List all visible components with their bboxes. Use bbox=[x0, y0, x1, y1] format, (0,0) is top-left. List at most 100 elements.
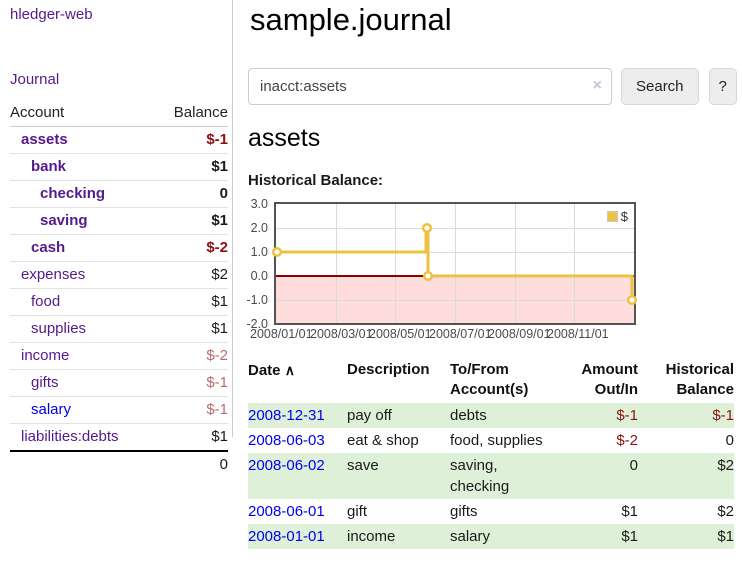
transaction-accounts: salary bbox=[450, 528, 491, 545]
chart-plot-area: $ bbox=[271, 204, 638, 323]
transaction-balance: $2 bbox=[717, 457, 734, 474]
account-link-saving[interactable]: saving bbox=[40, 212, 88, 229]
account-link-liabilities-debts[interactable]: liabilities:debts bbox=[21, 428, 119, 445]
transaction-accounts: food, supplies bbox=[450, 432, 543, 449]
transaction-amount: $-2 bbox=[616, 432, 638, 449]
date-column-header[interactable]: Date ∧ bbox=[248, 357, 347, 403]
account-link-salary[interactable]: salary bbox=[31, 401, 72, 418]
legend-series-label: $ bbox=[620, 209, 628, 224]
account-link-assets[interactable]: assets bbox=[21, 131, 68, 148]
transaction-description: eat & shop bbox=[347, 432, 419, 449]
amount-column-header: Amount Out/In bbox=[581, 361, 638, 398]
account-row-gifts: gifts $-1 bbox=[10, 370, 228, 397]
account-link-gifts[interactable]: gifts bbox=[31, 374, 59, 391]
transaction-date-link[interactable]: 2008-06-01 bbox=[248, 503, 325, 520]
account-balance: $-2 bbox=[206, 347, 228, 364]
balance-series-line bbox=[271, 222, 638, 306]
transaction-description: pay off bbox=[347, 407, 392, 424]
transaction-description: gift bbox=[347, 503, 368, 520]
date-header-label: Date bbox=[248, 362, 281, 379]
account-link-bank[interactable]: bank bbox=[31, 158, 67, 175]
account-link-checking[interactable]: checking bbox=[40, 185, 106, 202]
balance-chart[interactable]: $ bbox=[271, 202, 638, 325]
x-tick-label: 2008/05/01 bbox=[369, 327, 432, 341]
register-row[interactable]: 2008-01-01 income salary $1 $1 bbox=[248, 524, 734, 549]
accounts-table: Account Balance assets $-1 bank $1 check… bbox=[10, 102, 228, 478]
account-balance: $1 bbox=[211, 320, 228, 337]
y-tick-label: 1.0 bbox=[250, 245, 268, 259]
transaction-date-link[interactable]: 2008-12-31 bbox=[248, 407, 325, 424]
transaction-accounts: debts bbox=[450, 407, 487, 424]
gridline bbox=[336, 204, 337, 323]
account-link-income[interactable]: income bbox=[21, 347, 70, 364]
help-button[interactable]: ? bbox=[708, 68, 737, 105]
register-table: Date ∧ Description To/From Account(s) Am… bbox=[248, 357, 734, 549]
y-tick-label: -2.0 bbox=[246, 317, 268, 331]
transaction-date-link[interactable]: 2008-01-01 bbox=[248, 528, 325, 545]
gridline bbox=[455, 204, 456, 323]
account-row-expenses: expenses $2 bbox=[10, 262, 228, 289]
account-column-header: To/From Account(s) bbox=[450, 361, 529, 398]
account-row-food: food $1 bbox=[10, 289, 228, 316]
account-balance: $2 bbox=[211, 266, 228, 283]
gridline bbox=[515, 204, 516, 323]
transaction-accounts: gifts bbox=[450, 503, 478, 520]
x-tick-label: 2008/03/01 bbox=[310, 327, 373, 341]
account-heading: assets bbox=[248, 124, 321, 152]
search-input-wrap: × bbox=[248, 68, 612, 105]
transaction-amount: $-1 bbox=[616, 407, 638, 424]
account-balance: $1 bbox=[211, 158, 228, 175]
transaction-balance: $2 bbox=[717, 503, 734, 520]
transaction-balance: $-1 bbox=[712, 407, 734, 424]
transaction-accounts: saving, checking bbox=[450, 457, 510, 495]
accounts-table-header: Account Balance bbox=[10, 102, 228, 127]
search-form: × Search ? bbox=[248, 68, 737, 105]
x-tick-label: 2008/11/01 bbox=[547, 327, 609, 341]
gridline bbox=[574, 204, 575, 323]
account-balance: $-1 bbox=[206, 131, 228, 148]
transaction-amount: $1 bbox=[621, 503, 638, 520]
search-button[interactable]: Search bbox=[621, 68, 699, 105]
sidebar-item-journal[interactable]: Journal bbox=[10, 71, 60, 88]
account-row-cash: cash $-2 bbox=[10, 235, 228, 262]
account-balance: $1 bbox=[211, 212, 228, 229]
clear-search-icon[interactable]: × bbox=[592, 77, 602, 94]
transaction-date-link[interactable]: 2008-06-02 bbox=[248, 457, 325, 474]
transaction-balance: 0 bbox=[725, 432, 734, 449]
register-row[interactable]: 2008-06-01 gift gifts $1 $2 bbox=[248, 499, 734, 524]
balance-column-header: Historical Balance bbox=[665, 361, 734, 398]
app-title-link[interactable]: hledger-web bbox=[10, 6, 93, 23]
x-tick-label: 2008/01/01 bbox=[250, 327, 313, 341]
account-row-checking: checking 0 bbox=[10, 181, 228, 208]
description-column-header: Description bbox=[347, 361, 430, 378]
chart-legend: $ bbox=[604, 208, 630, 225]
transaction-balance: $1 bbox=[717, 528, 734, 545]
account-link-food[interactable]: food bbox=[31, 293, 61, 310]
accounts-total-value: 0 bbox=[219, 456, 228, 473]
account-balance: $-2 bbox=[206, 239, 228, 256]
register-row[interactable]: 2008-12-31 pay off debts $-1 $-1 bbox=[248, 403, 734, 428]
transaction-description: income bbox=[347, 528, 396, 545]
account-link-supplies[interactable]: supplies bbox=[31, 320, 87, 337]
balance-column-header: Balance bbox=[173, 104, 228, 121]
account-balance: 0 bbox=[219, 185, 228, 202]
x-tick-label: 2008/09/01 bbox=[488, 327, 551, 341]
register-row[interactable]: 2008-06-02 save saving, checking 0 $2 bbox=[248, 453, 734, 499]
account-balance: $-1 bbox=[206, 401, 228, 418]
account-balance: $1 bbox=[211, 293, 228, 310]
account-link-expenses[interactable]: expenses bbox=[21, 266, 86, 283]
register-row[interactable]: 2008-06-03 eat & shop food, supplies $-2… bbox=[248, 428, 734, 453]
search-input[interactable] bbox=[248, 68, 612, 105]
account-column-header: Account bbox=[10, 104, 65, 121]
register-header-row: Date ∧ Description To/From Account(s) Am… bbox=[248, 357, 734, 403]
transaction-amount: $1 bbox=[621, 528, 638, 545]
sort-ascending-icon: ∧ bbox=[284, 362, 295, 378]
y-tick-label: 0.0 bbox=[250, 269, 268, 283]
legend-swatch-icon bbox=[606, 211, 618, 222]
account-row-salary: salary $-1 bbox=[10, 397, 228, 424]
account-link-cash[interactable]: cash bbox=[31, 239, 66, 256]
account-row-bank: bank $1 bbox=[10, 154, 228, 181]
transaction-date-link[interactable]: 2008-06-03 bbox=[248, 432, 325, 449]
account-balance: $1 bbox=[211, 428, 228, 445]
